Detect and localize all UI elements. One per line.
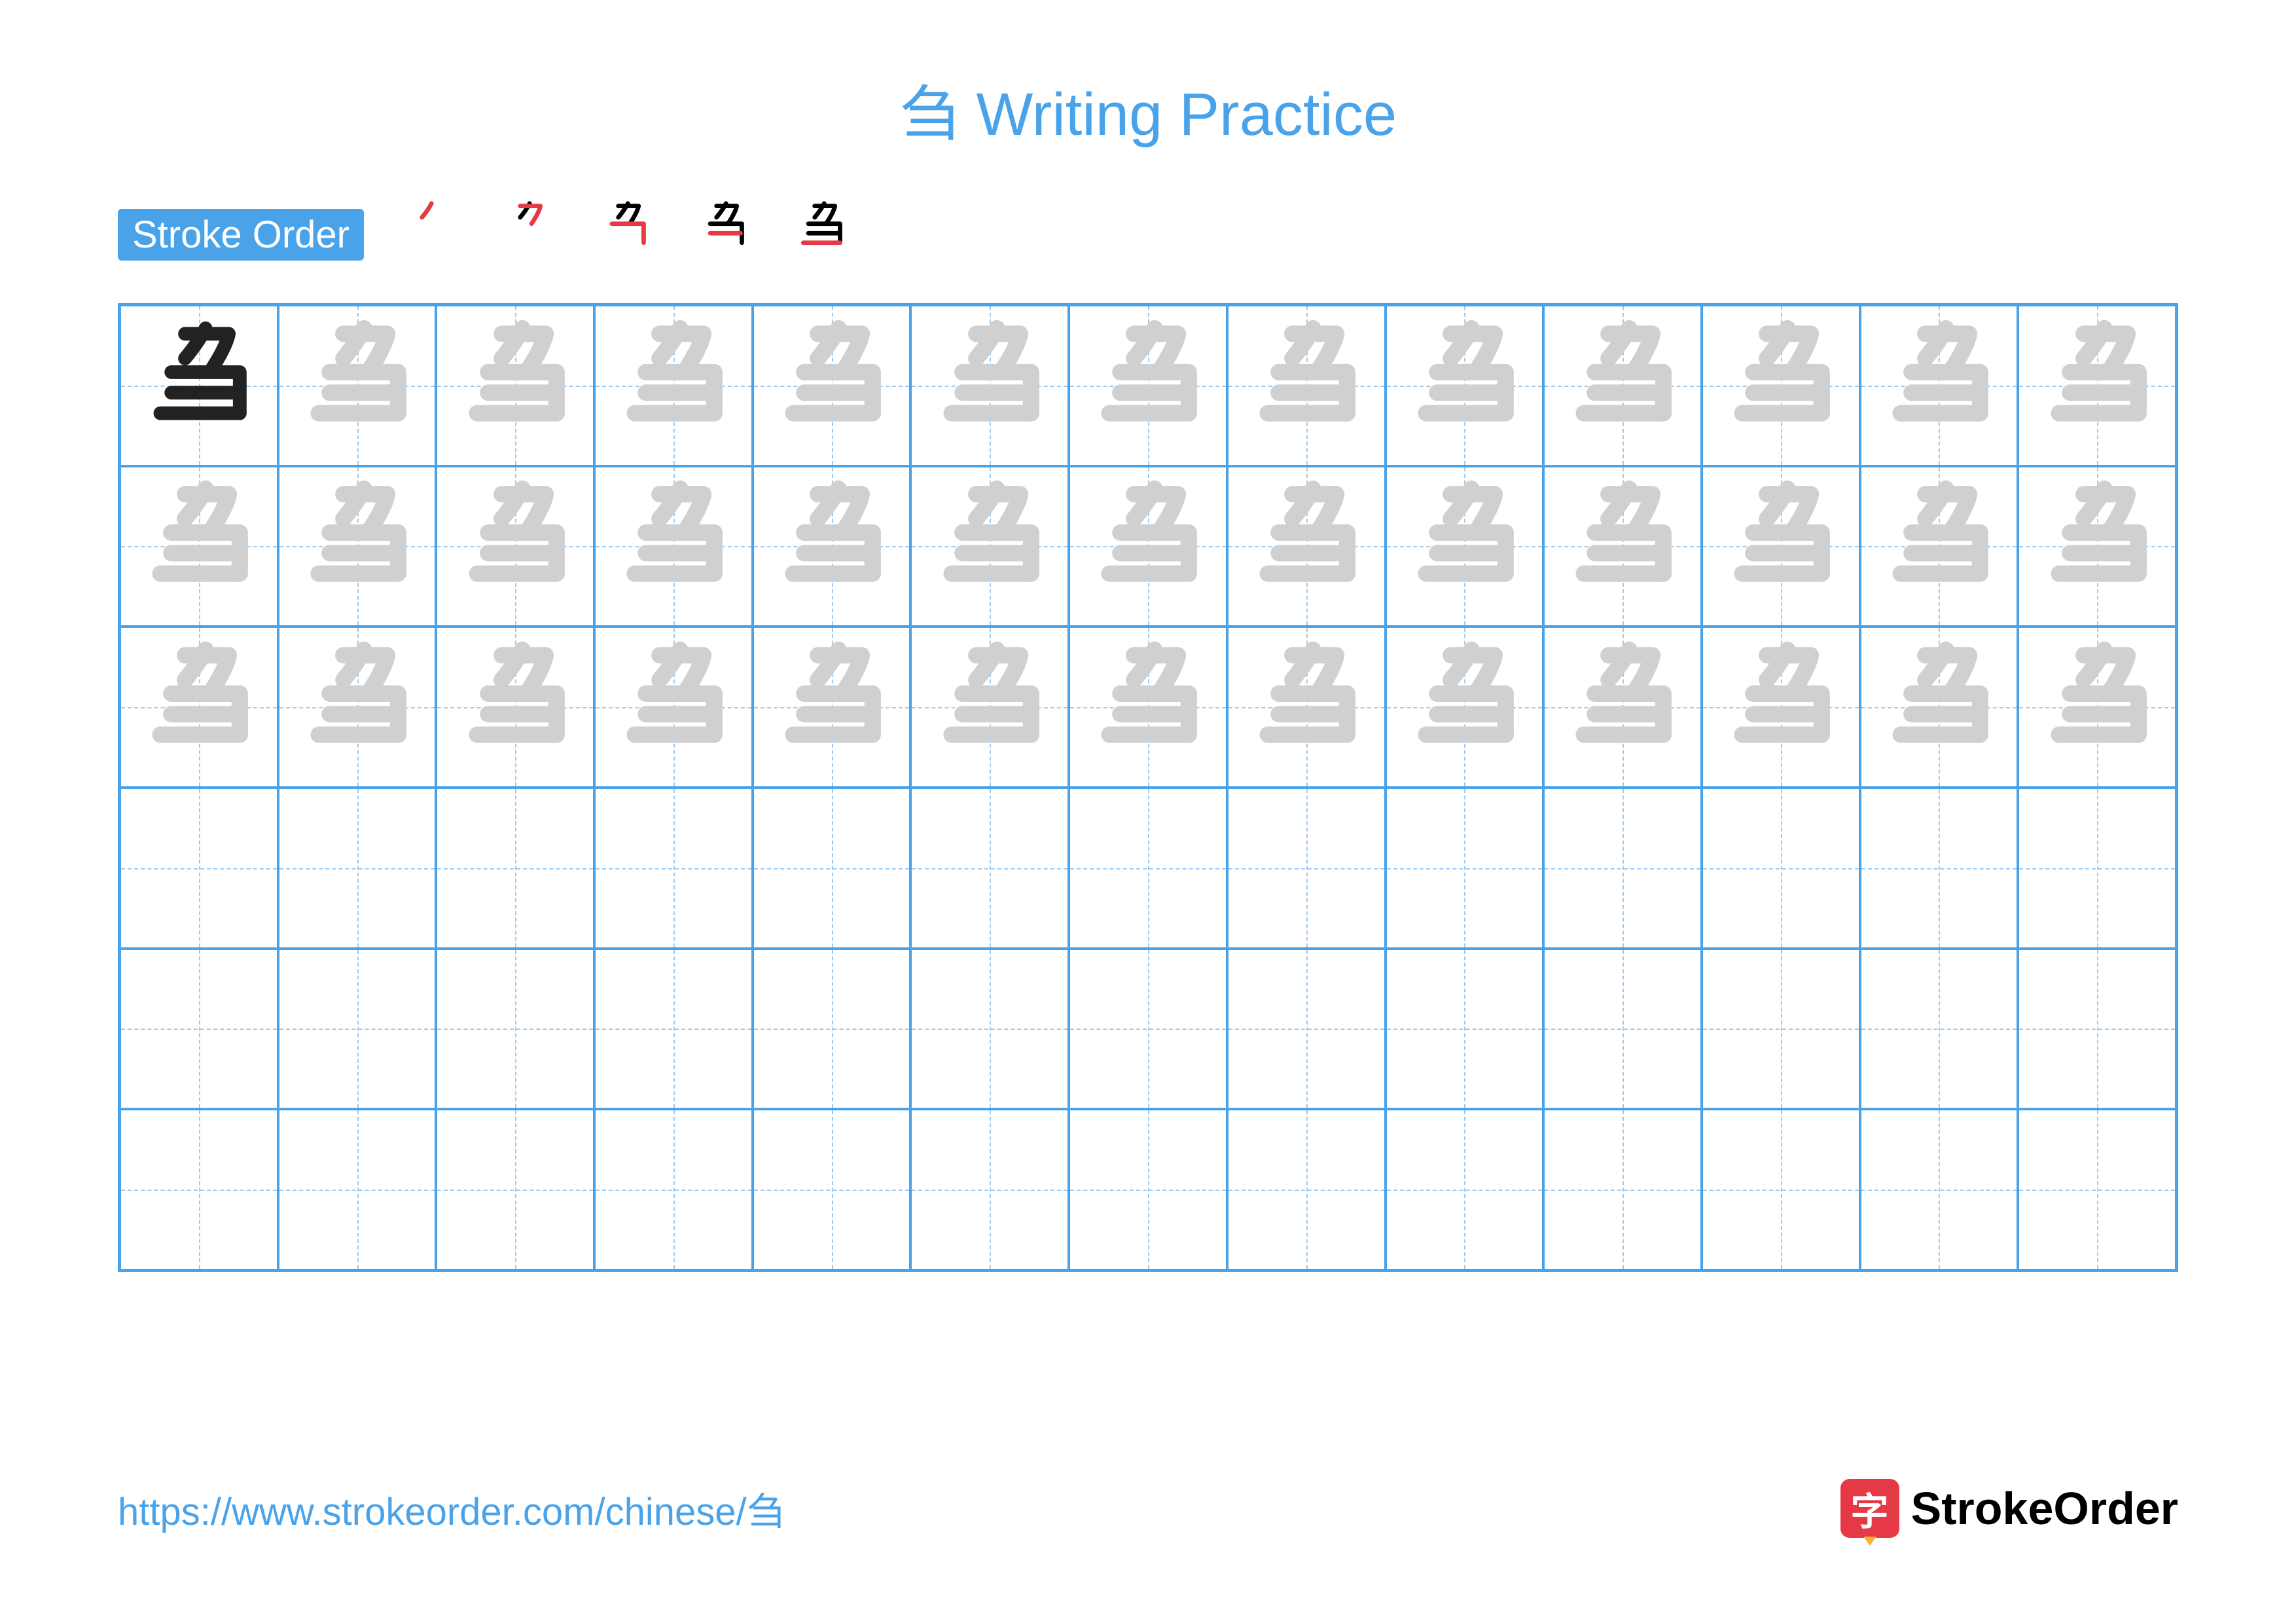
title-character: 刍: [899, 81, 960, 148]
grid-cell: [1069, 627, 1227, 788]
grid-cell: [910, 627, 1069, 788]
grid-cell: [1702, 627, 1860, 788]
stroke-step: [789, 198, 861, 270]
grid-cell: [753, 305, 911, 466]
grid-cell: [594, 949, 753, 1110]
grid-cell: [278, 627, 437, 788]
grid-cell: [436, 1109, 594, 1270]
title-suffix: Writing Practice: [960, 81, 1397, 148]
stroke-order-steps: [397, 198, 861, 270]
grid-cell: [1069, 1109, 1227, 1270]
grid-cell: [1543, 788, 1702, 949]
stroke-step: [495, 198, 567, 270]
grid-cell: [1227, 949, 1386, 1110]
stroke-step: [691, 198, 763, 270]
grid-cell: [1702, 466, 1860, 627]
grid-cell: [2018, 788, 2176, 949]
grid-cell: [910, 305, 1069, 466]
grid-cell: [753, 627, 911, 788]
grid-cell: [436, 949, 594, 1110]
stroke-order-row: Stroke Order: [118, 198, 2178, 270]
grid-cell: [120, 305, 278, 466]
brand-logo-icon: 字: [1840, 1479, 1899, 1538]
grid-cell: [2018, 305, 2176, 466]
grid-cell: [1227, 1109, 1386, 1270]
grid-cell: [278, 1109, 437, 1270]
grid-cell: [1860, 788, 2018, 949]
grid-cell: [1543, 949, 1702, 1110]
grid-cell: [753, 788, 911, 949]
footer: https://www.strokeorder.com/chinese/刍 字 …: [118, 1479, 2178, 1538]
grid-cell: [1386, 949, 1544, 1110]
grid-cell: [753, 949, 911, 1110]
grid-cell: [120, 627, 278, 788]
grid-cell: [1702, 1109, 1860, 1270]
grid-cell: [120, 949, 278, 1110]
grid-cell: [1227, 466, 1386, 627]
grid-cell: [120, 1109, 278, 1270]
grid-cell: [278, 788, 437, 949]
grid-cell: [753, 466, 911, 627]
grid-cell: [1386, 788, 1544, 949]
grid-cell: [1860, 1109, 2018, 1270]
stroke-order-label: Stroke Order: [118, 209, 364, 261]
grid-cell: [2018, 466, 2176, 627]
grid-cell: [1069, 949, 1227, 1110]
grid-cell: [1227, 788, 1386, 949]
grid-cell: [1069, 788, 1227, 949]
grid-cell: [1860, 949, 2018, 1110]
brand-logo: 字 StrokeOrder: [1840, 1479, 2178, 1538]
grid-cell: [1860, 466, 2018, 627]
brand-logo-text: StrokeOrder: [1911, 1482, 2178, 1535]
grid-cell: [1386, 305, 1544, 466]
grid-cell: [278, 949, 437, 1110]
grid-cell: [1069, 305, 1227, 466]
practice-grid: [118, 303, 2178, 1272]
grid-cell: [1860, 305, 2018, 466]
stroke-step: [593, 198, 665, 270]
grid-cell: [1702, 305, 1860, 466]
grid-cell: [594, 627, 753, 788]
grid-cell: [278, 466, 437, 627]
grid-cell: [2018, 627, 2176, 788]
grid-cell: [910, 788, 1069, 949]
grid-cell: [1386, 627, 1544, 788]
grid-cell: [436, 788, 594, 949]
grid-cell: [594, 1109, 753, 1270]
grid-cell: [1386, 1109, 1544, 1270]
grid-cell: [2018, 949, 2176, 1110]
grid-cell: [910, 1109, 1069, 1270]
grid-cell: [1543, 466, 1702, 627]
grid-cell: [1543, 305, 1702, 466]
stroke-step: [397, 198, 469, 270]
grid-cell: [910, 466, 1069, 627]
grid-cell: [1702, 949, 1860, 1110]
grid-cell: [436, 627, 594, 788]
grid-cell: [1860, 627, 2018, 788]
grid-cell: [1543, 1109, 1702, 1270]
grid-cell: [436, 305, 594, 466]
grid-cell: [1386, 466, 1544, 627]
grid-cell: [436, 466, 594, 627]
grid-cell: [1069, 466, 1227, 627]
grid-cell: [2018, 1109, 2176, 1270]
grid-cell: [278, 305, 437, 466]
grid-cell: [910, 949, 1069, 1110]
grid-cell: [1702, 788, 1860, 949]
grid-cell: [594, 305, 753, 466]
grid-cell: [1227, 305, 1386, 466]
page-title: 刍 Writing Practice: [118, 65, 2178, 153]
grid-cell: [120, 788, 278, 949]
grid-cell: [594, 788, 753, 949]
grid-cell: [1227, 627, 1386, 788]
grid-cell: [1543, 627, 1702, 788]
source-url[interactable]: https://www.strokeorder.com/chinese/刍: [118, 1481, 785, 1536]
grid-cell: [594, 466, 753, 627]
grid-cell: [120, 466, 278, 627]
grid-cell: [753, 1109, 911, 1270]
